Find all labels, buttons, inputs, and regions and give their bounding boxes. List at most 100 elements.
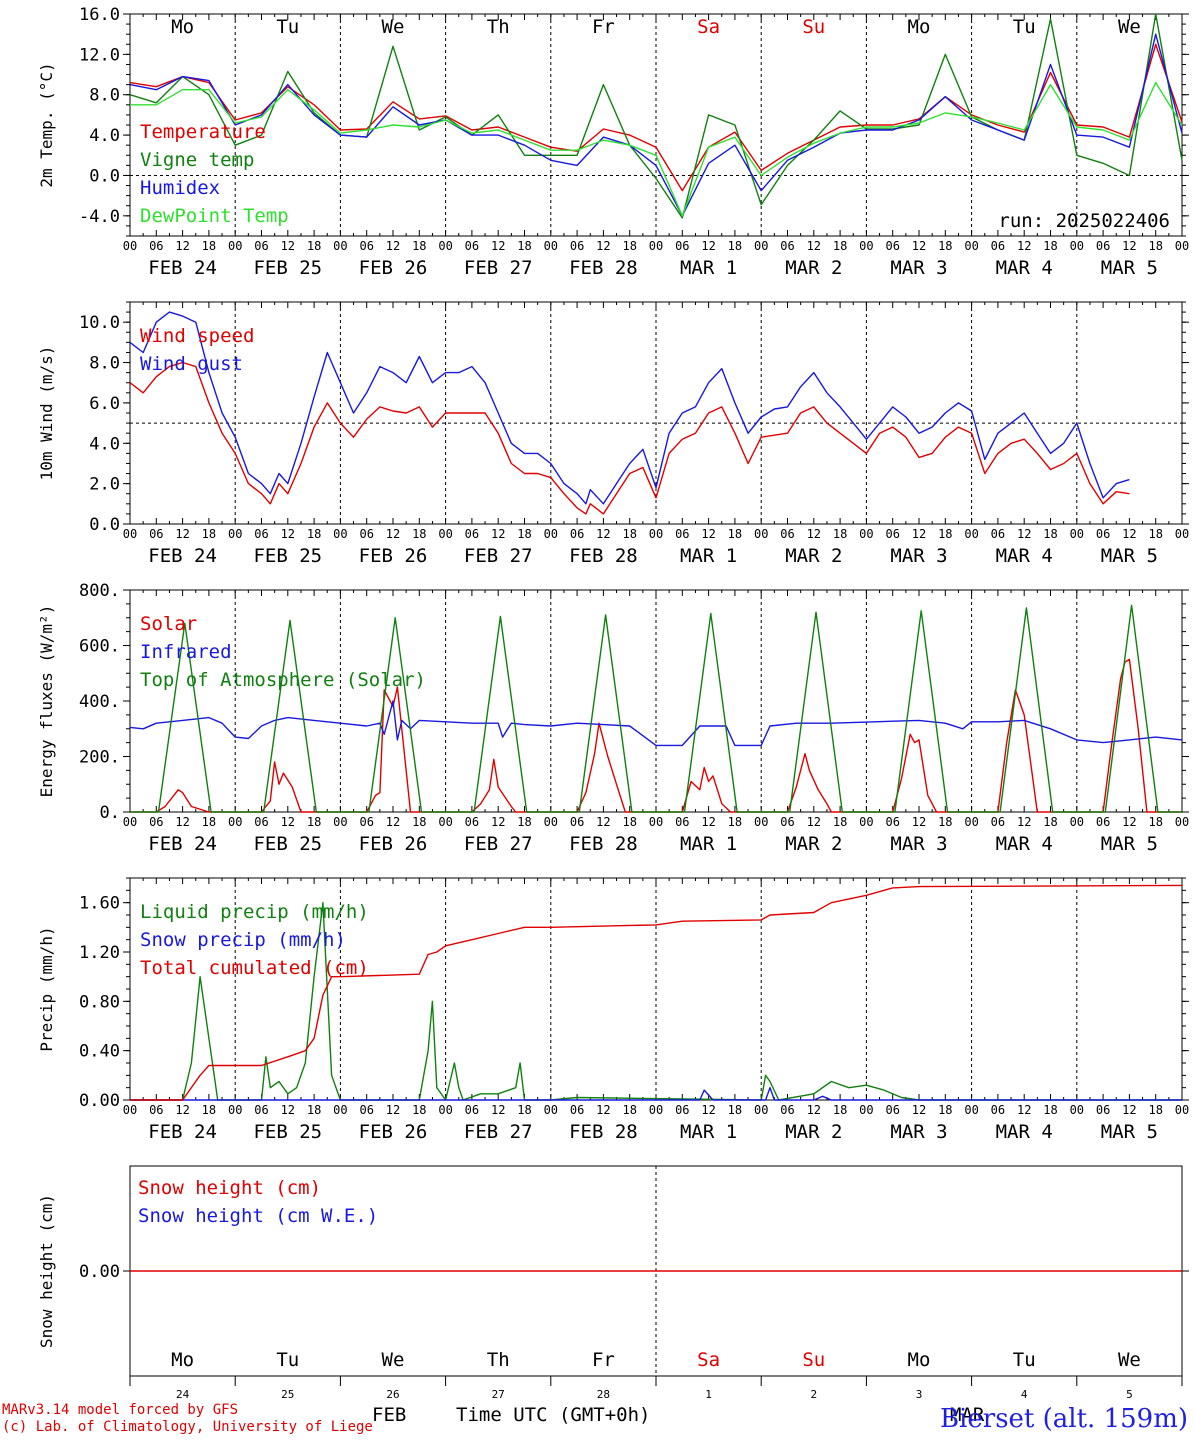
y-tick-label: 10.0 bbox=[79, 313, 120, 333]
hour-tick-label: 18 bbox=[517, 1103, 531, 1117]
legend-entry: Liquid precip (mm/h) bbox=[140, 901, 369, 923]
weekday-label: Mo bbox=[171, 1349, 194, 1371]
hour-tick-label: 18 bbox=[517, 239, 531, 253]
hour-tick-label: 12 bbox=[386, 239, 400, 253]
date-label: MAR 4 bbox=[996, 1121, 1053, 1143]
hour-tick-label: 06 bbox=[780, 527, 794, 541]
date-label: MAR 4 bbox=[996, 257, 1053, 279]
date-label: FEB 27 bbox=[464, 1121, 533, 1143]
hour-tick-label: 18 bbox=[833, 527, 847, 541]
series-line bbox=[129, 33, 1183, 217]
hour-tick-label: 06 bbox=[885, 1103, 899, 1117]
date-label: FEB 25 bbox=[253, 833, 322, 855]
hour-tick-label: 12 bbox=[807, 1103, 821, 1117]
hour-tick-label: 12 bbox=[1017, 527, 1031, 541]
hour-tick-label: 00 bbox=[438, 239, 452, 253]
legend-entry: Snow precip (mm/h) bbox=[140, 929, 346, 951]
legend-entry: Humidex bbox=[140, 177, 220, 199]
hour-tick-label: 18 bbox=[202, 239, 216, 253]
hour-tick-label: 18 bbox=[1043, 1103, 1057, 1117]
day-number-label: 27 bbox=[492, 1388, 505, 1401]
date-label: MAR 1 bbox=[680, 1121, 737, 1143]
date-label: FEB 24 bbox=[148, 545, 217, 567]
weekday-label: We bbox=[1118, 16, 1141, 38]
hour-tick-label: 00 bbox=[754, 1103, 768, 1117]
hour-tick-label: 06 bbox=[359, 239, 373, 253]
date-label: FEB 24 bbox=[148, 833, 217, 855]
hour-tick-label: 00 bbox=[859, 815, 873, 829]
hour-tick-label: 06 bbox=[991, 527, 1005, 541]
hour-tick-label: 06 bbox=[675, 815, 689, 829]
weekday-label: Tu bbox=[1013, 1349, 1036, 1371]
legend-entry: Vigne temp bbox=[140, 149, 254, 171]
hour-tick-label: 06 bbox=[149, 815, 163, 829]
series-line bbox=[129, 311, 1130, 505]
day-number-label: 4 bbox=[1021, 1388, 1028, 1401]
hour-tick-label: 18 bbox=[307, 1103, 321, 1117]
legend-entry: Wind speed bbox=[140, 325, 254, 347]
day-number-label: 26 bbox=[386, 1388, 399, 1401]
series-line bbox=[130, 1086, 1182, 1101]
y-tick-label: 8.0 bbox=[89, 354, 120, 374]
legend-entry: Infrared bbox=[140, 641, 232, 663]
legend-entry: Snow height (cm W.E.) bbox=[138, 1205, 378, 1227]
hour-tick-label: 18 bbox=[1043, 527, 1057, 541]
model-credit-line: MARv3.14 model forced by GFS bbox=[2, 1402, 239, 1418]
hour-tick-label: 06 bbox=[254, 1103, 268, 1117]
y-tick-label: 4.0 bbox=[89, 434, 120, 454]
y-tick-label: 800. bbox=[79, 581, 120, 601]
hour-tick-label: 06 bbox=[675, 527, 689, 541]
date-label: FEB 25 bbox=[253, 1121, 322, 1143]
hour-tick-label: 00 bbox=[754, 527, 768, 541]
hour-tick-label: 00 bbox=[964, 815, 978, 829]
y-tick-label: 16.0 bbox=[79, 5, 120, 25]
hour-tick-label: 12 bbox=[701, 1103, 715, 1117]
time-axis-title: Time UTC (GMT+0h) bbox=[456, 1404, 651, 1426]
hour-tick-label: 18 bbox=[517, 815, 531, 829]
date-label: MAR 1 bbox=[680, 257, 737, 279]
hour-tick-label: 18 bbox=[622, 527, 636, 541]
date-label: FEB 28 bbox=[569, 545, 638, 567]
hour-tick-label: 18 bbox=[938, 527, 952, 541]
hour-tick-label: 00 bbox=[859, 239, 873, 253]
hour-tick-label: 06 bbox=[465, 815, 479, 829]
weekday-label: We bbox=[382, 16, 405, 38]
run-annotation: run: 2025022406 bbox=[998, 210, 1170, 232]
month-feb-label: FEB bbox=[372, 1404, 407, 1426]
date-label: FEB 27 bbox=[464, 545, 533, 567]
hour-tick-label: 12 bbox=[596, 815, 610, 829]
hour-tick-label: 18 bbox=[1148, 1103, 1162, 1117]
date-label: FEB 27 bbox=[464, 833, 533, 855]
hour-tick-label: 12 bbox=[491, 239, 505, 253]
hour-tick-label: 00 bbox=[1070, 1103, 1084, 1117]
y-axis-label: 2m Temp. (°C) bbox=[37, 62, 56, 187]
hour-tick-label: 06 bbox=[254, 239, 268, 253]
hour-tick-label: 12 bbox=[912, 815, 926, 829]
weekday-label: Fr bbox=[592, 1349, 615, 1371]
weekday-label: Mo bbox=[171, 16, 194, 38]
series-line bbox=[130, 884, 1183, 1101]
hour-tick-label: 18 bbox=[833, 1103, 847, 1117]
hour-tick-label: 06 bbox=[675, 239, 689, 253]
y-tick-label: 1.60 bbox=[79, 894, 120, 914]
date-label: MAR 3 bbox=[890, 1121, 947, 1143]
legend-entry: Total cumulated (cm) bbox=[140, 957, 369, 979]
hour-tick-label: 12 bbox=[386, 527, 400, 541]
hour-tick-label: 06 bbox=[885, 815, 899, 829]
hour-tick-label: 12 bbox=[175, 527, 189, 541]
hour-tick-label: 18 bbox=[412, 527, 426, 541]
date-label: FEB 28 bbox=[569, 257, 638, 279]
hour-tick-label: 18 bbox=[833, 815, 847, 829]
weekday-label: Su bbox=[802, 16, 825, 38]
hour-tick-label: 00 bbox=[333, 1103, 347, 1117]
hour-tick-label: 12 bbox=[912, 527, 926, 541]
hour-tick-label: 00 bbox=[1175, 1103, 1189, 1117]
hour-tick-label: 12 bbox=[386, 815, 400, 829]
weekday-label: Tu bbox=[276, 1349, 299, 1371]
hour-tick-label: 06 bbox=[254, 815, 268, 829]
hour-tick-label: 00 bbox=[544, 239, 558, 253]
hour-tick-label: 18 bbox=[1148, 815, 1162, 829]
hour-tick-label: 18 bbox=[938, 815, 952, 829]
weekday-label: Mo bbox=[908, 16, 931, 38]
hour-tick-label: 00 bbox=[649, 815, 663, 829]
